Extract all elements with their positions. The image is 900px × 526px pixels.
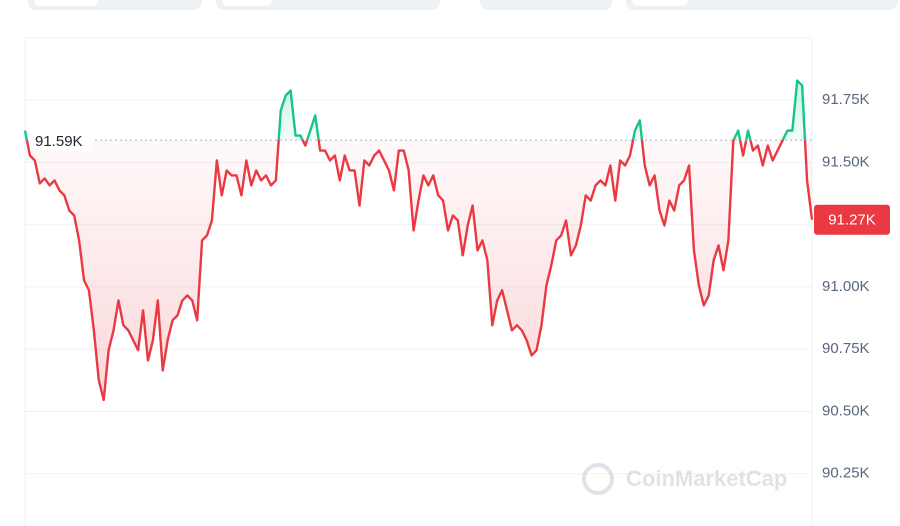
y-tick-label: 91.50K (822, 153, 870, 170)
current-price-label: 91.27K (828, 212, 876, 229)
y-tick-label: 90.25K (822, 465, 870, 482)
tab[interactable] (626, 0, 898, 10)
y-tick-label: 90.75K (822, 340, 870, 357)
y-tick-label: 90.50K (822, 402, 870, 419)
tab-active[interactable] (632, 0, 688, 6)
baseline-label: 91.59K (35, 133, 83, 150)
price-line (23, 79, 814, 402)
current-price-box (814, 204, 890, 235)
overlay: 90.25K90.50K90.75K91.00K91.25K91.50K91.7… (25, 91, 890, 482)
marks (23, 79, 814, 402)
y-tick-label: 91.00K (822, 278, 870, 295)
tab[interactable] (216, 0, 440, 10)
tab-active[interactable] (34, 0, 98, 6)
watermark: CoinMarketCap (582, 463, 787, 495)
y-tick-label: 91.75K (822, 91, 870, 108)
baseline-label-bg (30, 129, 92, 152)
area (25, 80, 812, 401)
watermark-text: CoinMarketCap (626, 466, 787, 491)
tab[interactable] (480, 0, 612, 10)
watermark-logo (582, 463, 614, 495)
tab-active[interactable] (222, 0, 272, 6)
